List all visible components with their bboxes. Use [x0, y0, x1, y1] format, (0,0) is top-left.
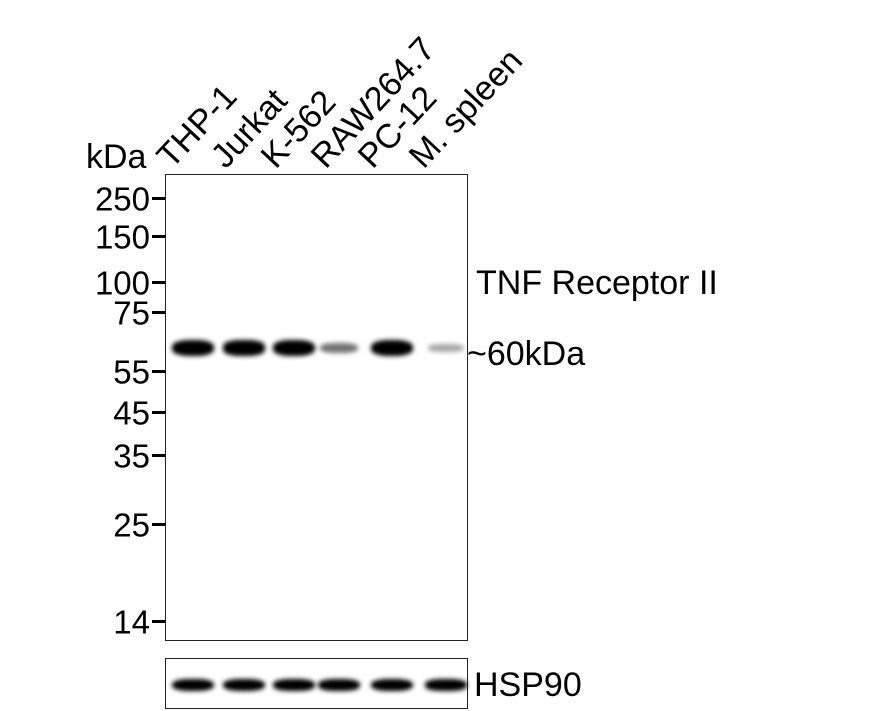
- loading-control-name: HSP90: [474, 666, 582, 704]
- band: [319, 343, 359, 353]
- band: [172, 678, 214, 692]
- marker-label: 150: [94, 218, 150, 256]
- marker-tick: [152, 235, 166, 238]
- band: [371, 678, 413, 692]
- marker-tick: [152, 281, 166, 284]
- band: [273, 678, 315, 692]
- band: [318, 678, 360, 692]
- band: [223, 678, 265, 692]
- target-name: TNF Receptor II: [476, 264, 718, 302]
- marker-tick: [152, 523, 166, 526]
- band: [223, 340, 265, 356]
- marker-label: 35: [113, 437, 150, 475]
- band: [427, 344, 465, 352]
- band: [425, 679, 467, 691]
- band: [273, 340, 315, 356]
- marker-label: 25: [113, 506, 150, 544]
- marker-label: 250: [94, 180, 150, 218]
- marker-tick: [152, 411, 166, 414]
- marker-tick: [152, 197, 166, 200]
- marker-tick: [152, 311, 166, 314]
- main-blot-panel: [165, 174, 468, 641]
- target-size: ~60kDa: [467, 335, 586, 373]
- marker-label: 14: [113, 603, 150, 641]
- kda-label: kDa: [86, 138, 147, 176]
- marker-label: 45: [113, 394, 150, 432]
- marker-label: 75: [113, 294, 150, 332]
- loading-control-panel: [165, 658, 468, 709]
- band: [371, 340, 413, 356]
- marker-label: 55: [113, 353, 150, 391]
- band: [172, 340, 214, 356]
- marker-tick: [152, 620, 166, 623]
- marker-label: 100: [94, 264, 150, 302]
- marker-tick: [152, 454, 166, 457]
- marker-tick: [152, 370, 166, 373]
